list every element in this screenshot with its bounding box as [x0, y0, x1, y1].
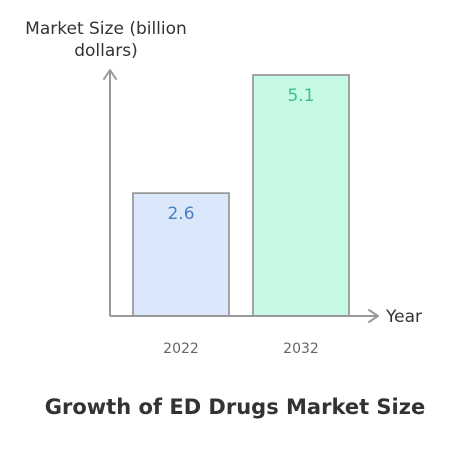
- x-tick-label-2032: 2032: [283, 341, 319, 357]
- x-axis-label: Year: [386, 307, 422, 327]
- x-axis-arrowhead: [368, 309, 379, 323]
- axes-layer: [103, 69, 379, 323]
- bar-2022: [132, 192, 230, 317]
- chart-title: Growth of ED Drugs Market Size: [44, 395, 426, 419]
- y-axis-arrowhead: [103, 69, 117, 80]
- x-tick-label-2022: 2022: [163, 341, 199, 357]
- y-axis-label: Market Size (billion dollars): [25, 19, 187, 61]
- data-label-2022: 2.6: [167, 204, 194, 224]
- data-label-2032: 5.1: [287, 86, 314, 106]
- bars-layer: 2.6 2022 5.1 2032: [132, 74, 350, 357]
- bar-2032: [252, 74, 350, 317]
